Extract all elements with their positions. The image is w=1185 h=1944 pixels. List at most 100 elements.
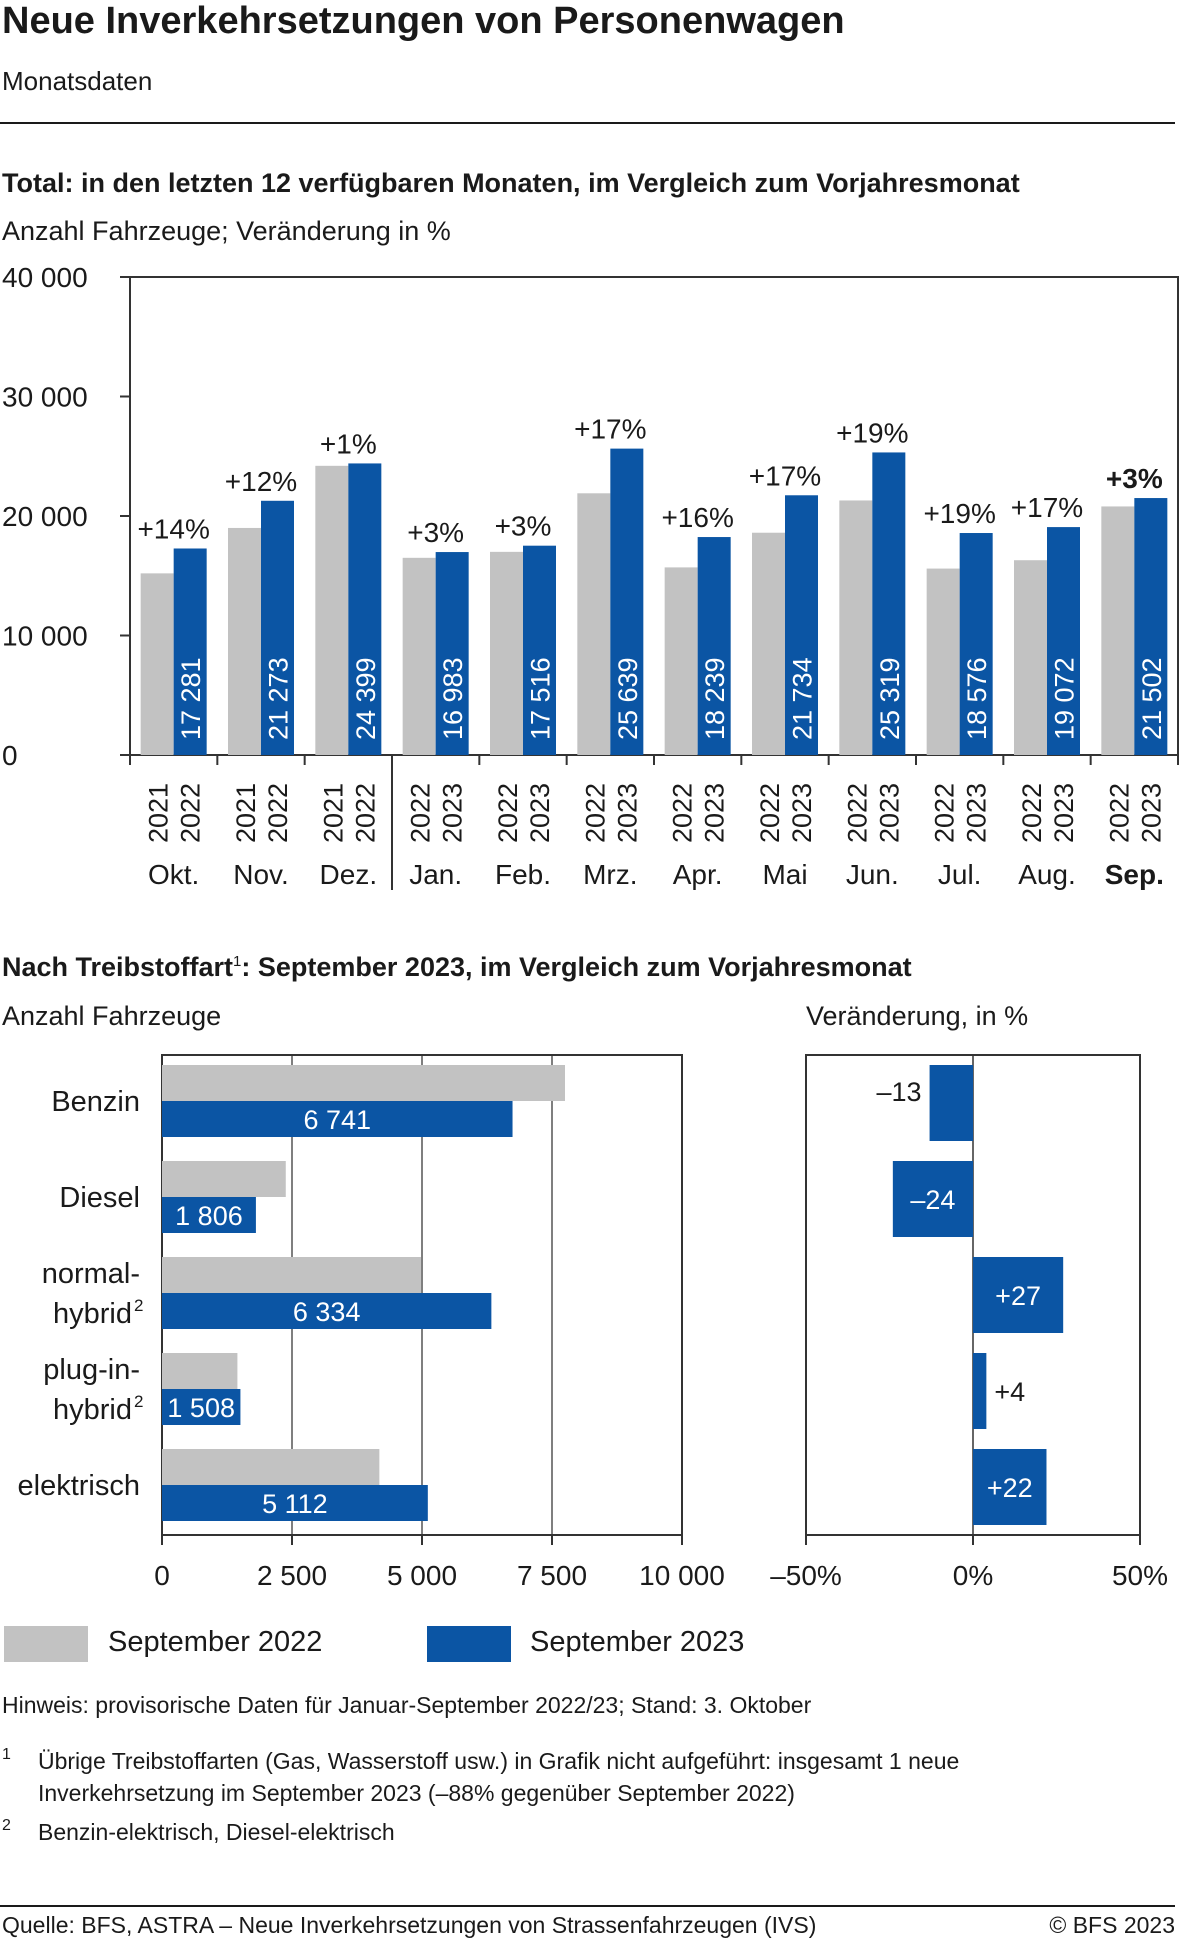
change-label: +3%: [1106, 463, 1163, 494]
year-label: 2023: [1049, 783, 1079, 843]
month-label: Mai: [762, 859, 807, 890]
month-label: Aug.: [1018, 859, 1076, 890]
year-label: 2023: [874, 783, 904, 843]
y-tick-label: 10 000: [2, 621, 88, 652]
year-label: 2023: [438, 783, 468, 843]
category-label: elektrisch: [18, 1470, 141, 1502]
change-label: +3%: [495, 511, 552, 542]
bar-value-label: 25 319: [875, 657, 905, 740]
category-label: hybrid: [53, 1394, 132, 1426]
month-label: Jul.: [938, 859, 982, 890]
bar-previous-year: [228, 527, 261, 755]
y-tick-label: 0: [2, 740, 18, 771]
bar-value-label: 6 334: [293, 1297, 361, 1327]
change-label: +1%: [320, 428, 377, 459]
year-label: 2023: [962, 783, 992, 843]
month-label: Sep.: [1105, 859, 1164, 890]
change-label: +19%: [836, 417, 908, 448]
change-chart-subtitle: Veränderung, in %: [806, 1001, 1029, 1031]
bar-value-label: 1 508: [167, 1393, 235, 1423]
category-label: plug-in-: [43, 1354, 140, 1386]
change-value-label: +4: [994, 1377, 1025, 1407]
x-tick-label: 0%: [953, 1560, 993, 1591]
bar-sep-2022: [162, 1353, 238, 1389]
bar-current-year: [697, 537, 731, 755]
bar-previous-year: [1014, 560, 1047, 755]
footer-divider: [0, 1905, 1175, 1907]
footnote-1-line-1: Übrige Treibstoffarten (Gas, Wasserstoff…: [38, 1748, 960, 1774]
y-tick-label: 40 000: [2, 262, 88, 293]
bar-value-label: 1 806: [175, 1201, 243, 1231]
bar-sep-2022: [162, 1161, 286, 1197]
change-bar: [973, 1257, 1064, 1333]
year-label: 2021: [231, 783, 261, 843]
category-label: hybrid: [53, 1298, 132, 1330]
change-value-label: +22: [987, 1473, 1033, 1503]
change-bar: [973, 1353, 987, 1429]
change-bar: [892, 1161, 973, 1237]
page-title: Neue Inverkehrsetzungen von Personenwage…: [2, 0, 845, 42]
bar-sep-2023: [162, 1293, 492, 1329]
bar-value-label: 24 399: [351, 657, 381, 740]
change-value-label: –24: [910, 1185, 955, 1215]
change-label: +17%: [749, 460, 821, 491]
change-label: +19%: [923, 498, 995, 529]
month-label: Feb.: [495, 859, 551, 890]
title-divider: [0, 122, 1175, 124]
month-label: Mrz.: [583, 859, 637, 890]
category-label: normal-: [42, 1258, 140, 1290]
bar-sep-2023: [162, 1485, 428, 1521]
x-tick-label: 7 500: [517, 1560, 587, 1591]
footnote-2-number: 2: [2, 1817, 11, 1834]
bar-value-label: 18 239: [700, 657, 730, 740]
month-label: Dez.: [320, 859, 378, 890]
category-label: Benzin: [51, 1086, 140, 1118]
change-label: +17%: [574, 414, 646, 445]
bar-previous-year: [140, 573, 174, 755]
bar-current-year: [348, 463, 382, 755]
footnote-2-text: Benzin-elektrisch, Diesel-elektrisch: [38, 1819, 395, 1845]
change-label: +17%: [1011, 492, 1083, 523]
bar-sep-2022: [162, 1449, 380, 1485]
x-tick-label: 0: [154, 1560, 170, 1591]
year-label: 2023: [700, 783, 730, 843]
year-label: 2023: [787, 783, 817, 843]
bar-current-year: [1134, 498, 1168, 755]
year-label: 2023: [612, 783, 642, 843]
year-label: 2022: [755, 783, 785, 843]
page-subtitle: Monatsdaten: [2, 66, 153, 96]
bar-value-label: 16 983: [438, 657, 468, 740]
year-label: 2022: [1104, 783, 1134, 843]
month-label: Jan.: [409, 859, 462, 890]
bar-current-year: [785, 495, 818, 755]
month-label: Jun.: [846, 859, 899, 890]
change-value-label: –13: [877, 1077, 922, 1107]
fuel-chart-subtitle: Anzahl Fahrzeuge: [2, 1001, 222, 1031]
change-label: +14%: [137, 513, 209, 544]
footnote-1-number: 1: [2, 1746, 11, 1763]
bar-sep-2023: [162, 1197, 256, 1233]
year-label: 2022: [406, 783, 436, 843]
bar-current-year: [610, 448, 644, 755]
year-label: 2022: [350, 783, 380, 843]
x-tick-label: 50%: [1112, 1560, 1168, 1591]
change-label: +12%: [225, 466, 297, 497]
change-label: +16%: [661, 502, 733, 533]
bar-sep-2023: [162, 1101, 513, 1137]
bar-previous-year: [1101, 506, 1135, 755]
year-label: 2022: [842, 783, 872, 843]
change-value-label: +27: [995, 1281, 1041, 1311]
change-bar: [929, 1065, 973, 1141]
x-tick-label: –50%: [770, 1560, 842, 1591]
bar-previous-year: [664, 567, 698, 755]
category-label: Diesel: [59, 1182, 140, 1214]
bar-current-year: [1047, 527, 1080, 755]
bar-previous-year: [315, 465, 349, 755]
hint-note: Hinweis: provisorische Daten für Januar-…: [2, 1692, 812, 1718]
year-label: 2022: [668, 783, 698, 843]
year-label: 2022: [493, 783, 523, 843]
bar-sep-2022: [162, 1257, 421, 1293]
source-note: Quelle: BFS, ASTRA – Neue Inverkehrsetzu…: [2, 1912, 817, 1938]
bar-sep-2022: [162, 1065, 565, 1101]
